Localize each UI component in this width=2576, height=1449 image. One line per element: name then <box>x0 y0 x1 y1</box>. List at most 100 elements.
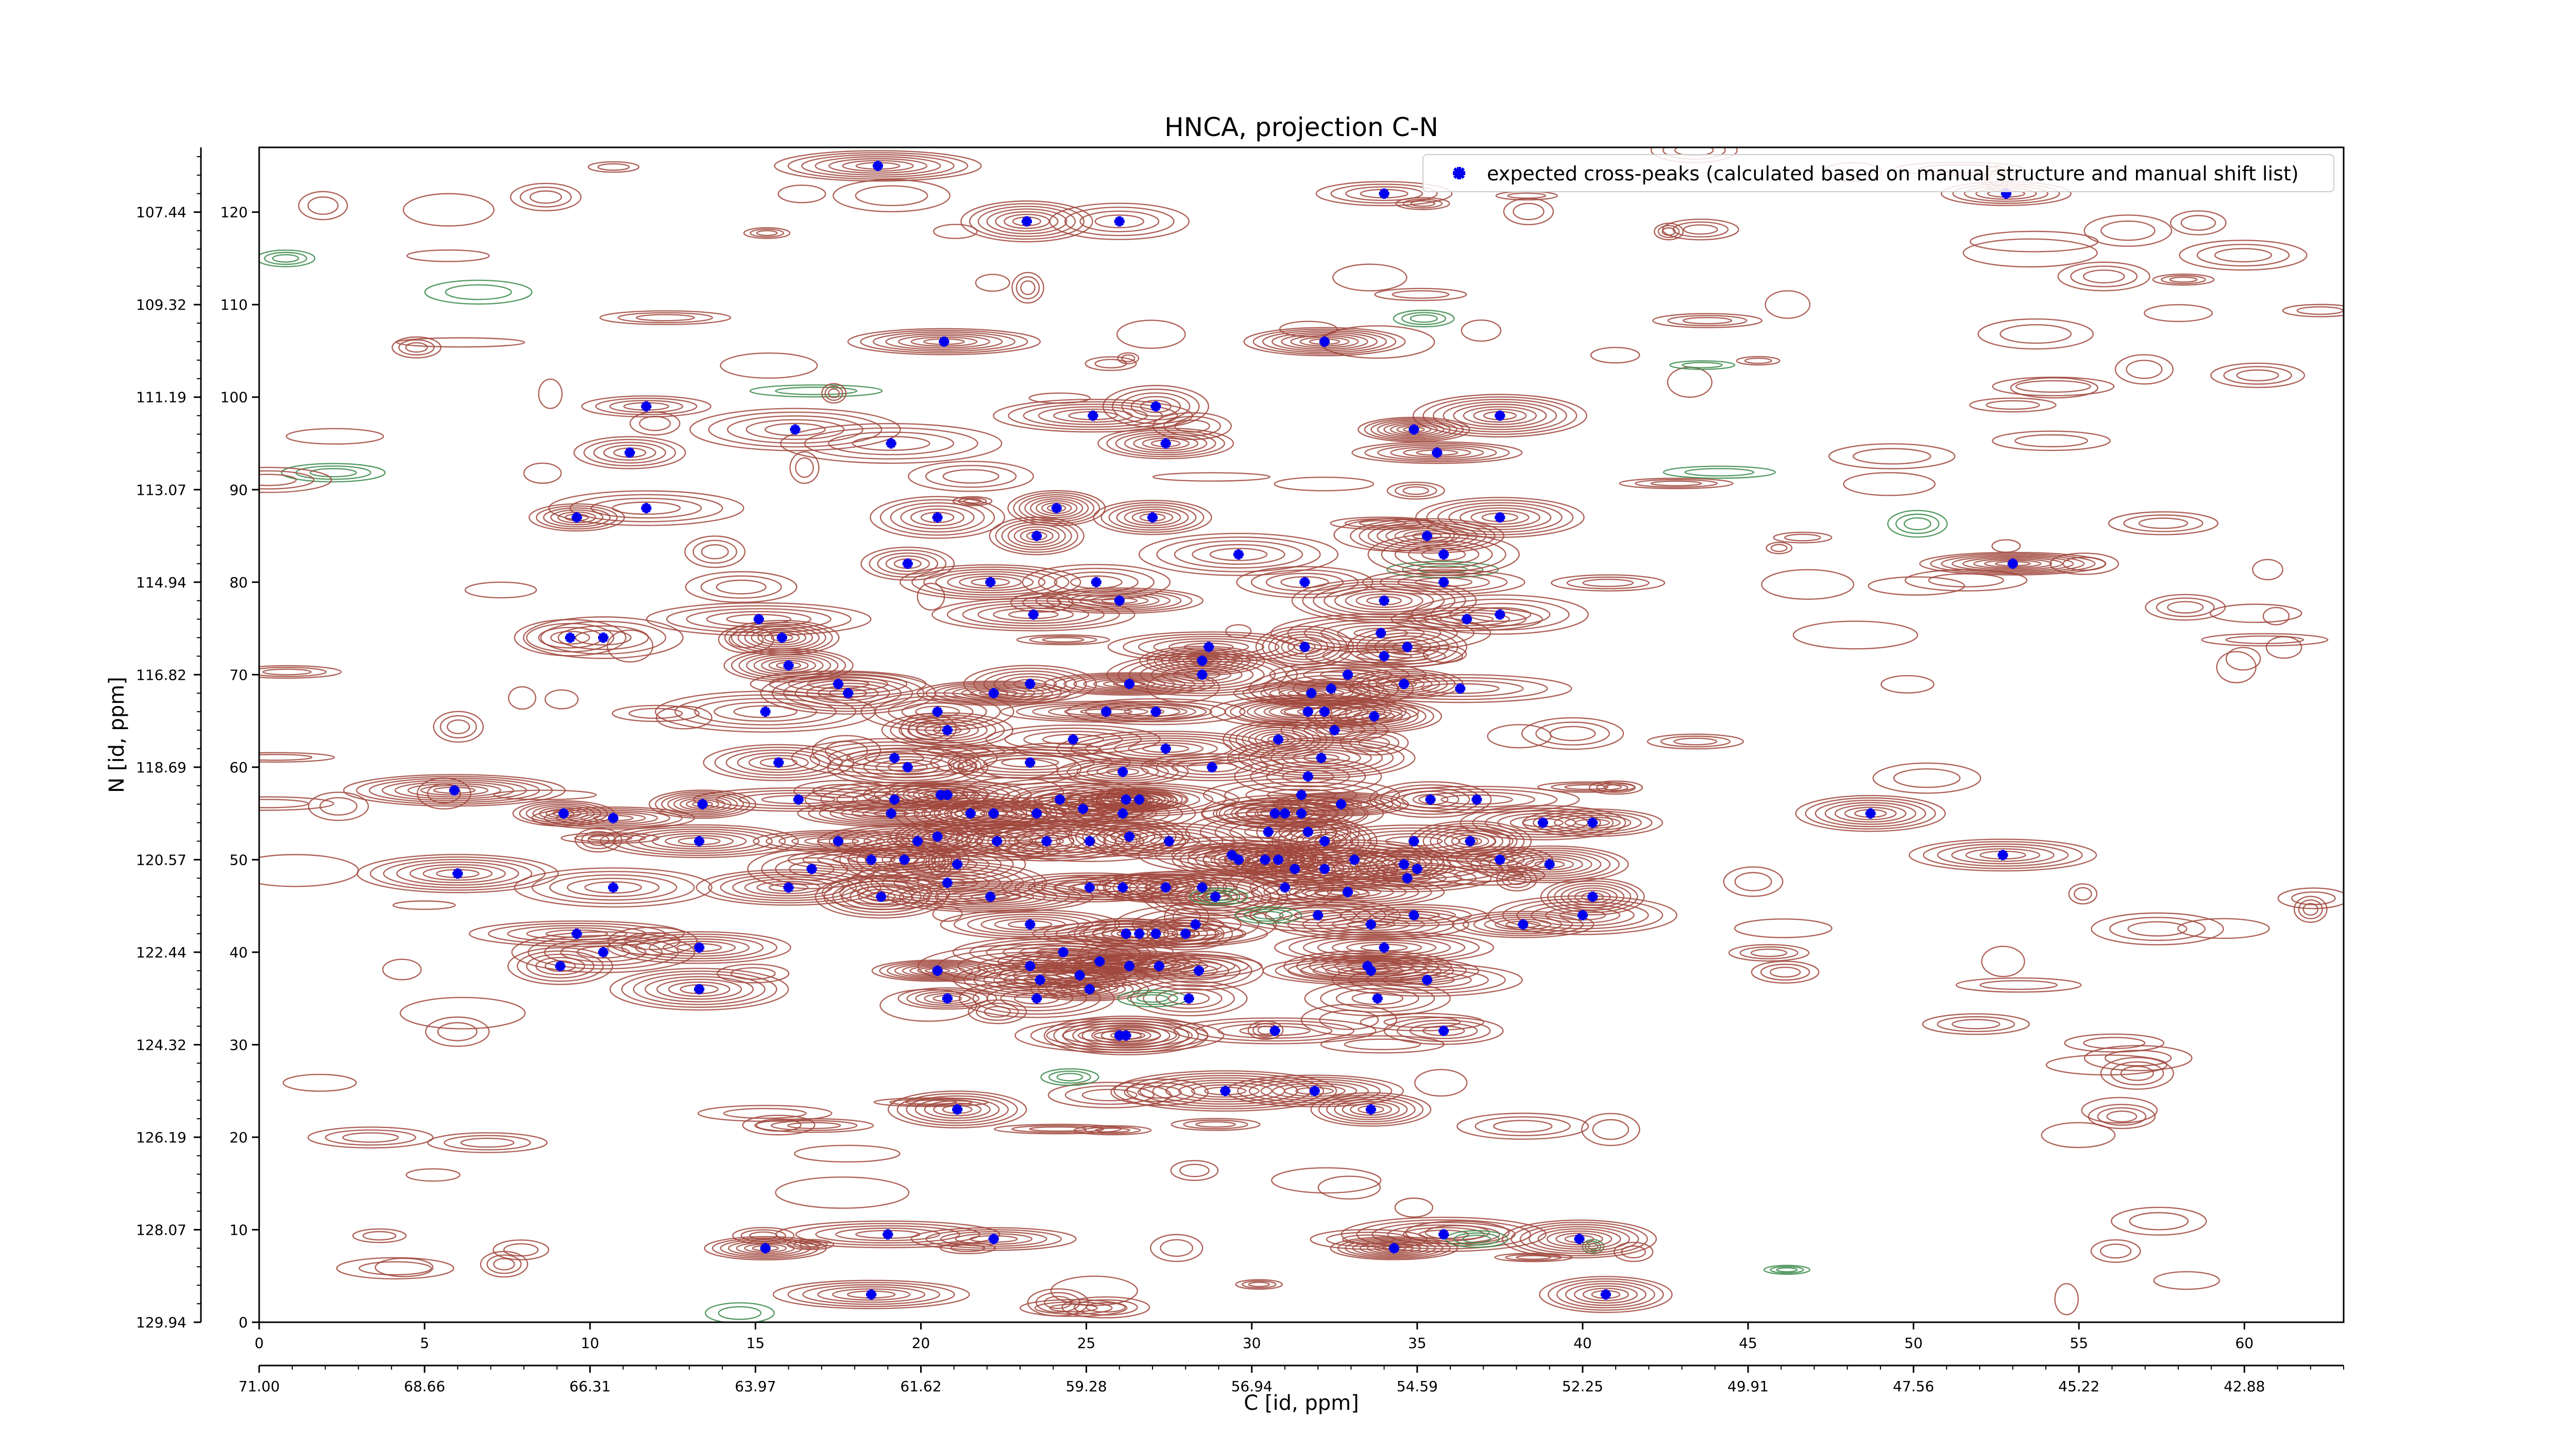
contour-line <box>543 507 611 528</box>
contour-line <box>725 749 832 776</box>
peak-marker <box>942 993 953 1004</box>
contour-line <box>1350 518 1505 554</box>
contour-line <box>1249 901 1386 930</box>
contour-line <box>1422 396 1578 435</box>
contour-line <box>425 1016 490 1047</box>
contour-line <box>1317 915 1425 934</box>
contour-line <box>1449 602 1551 627</box>
y-ppm-tick-label: 107.44 <box>136 204 187 221</box>
peak-marker <box>1114 595 1125 606</box>
peak-marker <box>1164 836 1175 847</box>
contour-line <box>1175 654 1229 668</box>
contour-line <box>1330 183 1438 204</box>
peak-marker <box>760 1243 771 1254</box>
contour-line <box>851 753 964 781</box>
contour-line <box>993 608 1074 622</box>
contour-line <box>1548 1278 1664 1311</box>
contour-line <box>1053 1018 1199 1053</box>
peak-marker <box>1409 836 1419 847</box>
contour-line <box>1673 737 1718 746</box>
contour-line <box>708 411 883 448</box>
contour-line <box>1453 403 1547 428</box>
contour-line <box>720 352 818 379</box>
contour-line <box>1472 807 1614 838</box>
peak-marker <box>1438 1025 1449 1036</box>
contour-line <box>1903 517 1931 531</box>
peak-marker <box>942 725 953 736</box>
contour-line <box>1189 887 1248 906</box>
contour-line <box>617 312 714 324</box>
contour-line <box>1320 984 1435 1013</box>
contour-line <box>1083 677 1176 690</box>
peak-marker <box>1197 882 1208 893</box>
peak-marker <box>1150 706 1161 717</box>
contour-line <box>531 870 695 904</box>
contour-line <box>1278 821 1338 843</box>
y-ppm-tick-label: 116.82 <box>136 666 187 683</box>
x-ppm-tick-label: 42.88 <box>2224 1378 2265 1395</box>
contour-line <box>540 620 667 655</box>
peak-marker <box>1319 706 1330 717</box>
contour-line <box>1394 1197 1433 1218</box>
peak-marker <box>1197 669 1208 680</box>
contour-line <box>1460 805 1626 840</box>
contour-line <box>1475 1116 1571 1136</box>
contour-line <box>1383 422 1445 437</box>
contour-line <box>869 549 947 578</box>
peak-marker <box>1279 882 1290 893</box>
peak-marker <box>1273 854 1284 865</box>
contour-line <box>925 1229 1062 1249</box>
contour-line <box>1318 1094 1423 1125</box>
contour-line <box>1351 441 1523 464</box>
contour-line <box>1613 1241 1654 1262</box>
contour-line <box>1149 1234 1204 1262</box>
contour-line <box>1493 1120 1553 1133</box>
contour-line <box>1001 872 1178 903</box>
contour-line <box>881 712 1013 748</box>
peak-marker <box>1263 827 1274 837</box>
peak-marker <box>1051 503 1062 514</box>
contour-line <box>1923 841 2083 869</box>
y-index-tick-label: 10 <box>229 1221 248 1238</box>
contour-line <box>1013 526 1060 546</box>
contour-line <box>1112 389 1200 425</box>
peak-marker <box>783 660 794 671</box>
contour-line <box>933 224 978 239</box>
contour-line <box>1302 935 1466 960</box>
contour-line <box>1582 579 1634 587</box>
contour-line <box>1555 1233 1603 1245</box>
contour-line <box>1547 880 1638 913</box>
peak-marker <box>1101 706 1112 717</box>
peak-marker <box>1210 891 1221 902</box>
contour-line <box>947 573 1034 591</box>
contour-line <box>2277 887 2344 909</box>
contour-line <box>1084 356 1137 372</box>
contour-line <box>1084 1126 1141 1134</box>
contour-line <box>1683 224 1718 235</box>
peak-marker <box>1495 410 1505 421</box>
contour-line <box>1396 680 1524 697</box>
contour-line <box>493 1239 550 1260</box>
peak-marker <box>1365 919 1376 930</box>
contour-line <box>2262 606 2290 626</box>
contour-line <box>686 608 832 631</box>
contour-line <box>2108 511 2218 535</box>
contour-line <box>906 989 989 1008</box>
peak-marker <box>598 632 608 643</box>
contour-line <box>885 555 930 572</box>
contour-line <box>1137 1086 1182 1099</box>
contour-line <box>1546 1230 1613 1248</box>
contour-line <box>1124 433 1208 453</box>
contour-line <box>1422 825 1518 857</box>
contour-line <box>977 605 1090 624</box>
peak-marker <box>694 942 705 953</box>
contour-line <box>1736 356 1781 366</box>
contour-line <box>1369 781 1492 818</box>
contour-line <box>674 694 857 729</box>
contour-line <box>1304 797 1378 811</box>
contour-line <box>1660 735 1731 748</box>
contour-line <box>550 509 604 526</box>
contour-line <box>764 632 800 644</box>
contour-line <box>847 328 1041 356</box>
contour-line <box>628 707 683 719</box>
